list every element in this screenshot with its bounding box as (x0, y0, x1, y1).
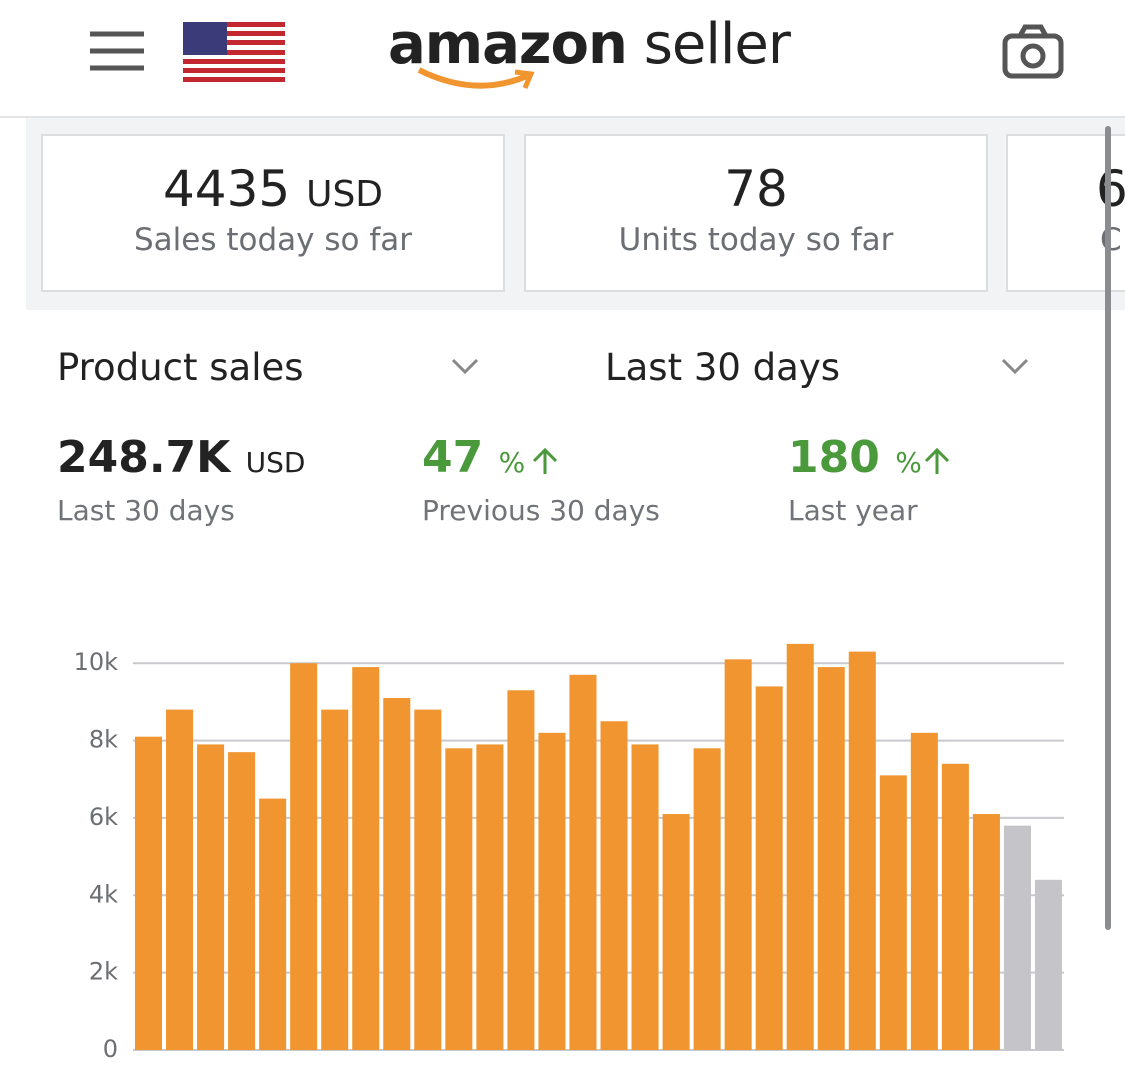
bar (414, 709, 442, 1050)
bar (631, 744, 659, 1050)
bar (352, 667, 380, 1050)
bar (197, 744, 225, 1050)
card-number: 4435 (162, 160, 291, 218)
logo-text: amazon (388, 12, 628, 77)
bar (755, 686, 783, 1050)
metric-dropdown[interactable]: Product sales (57, 346, 304, 389)
bar (538, 732, 566, 1050)
card-unit: USD (306, 174, 384, 215)
y-tick-label: 2k (89, 958, 118, 986)
bar (1034, 879, 1062, 1050)
camera-icon[interactable] (1002, 24, 1064, 80)
summary-number: 47 (422, 432, 484, 483)
up-arrow (532, 447, 558, 474)
bar (476, 744, 504, 1050)
card-label: C (1100, 222, 1125, 258)
y-tick-label: 4k (89, 880, 118, 908)
card-value: 4435 USD (43, 160, 503, 218)
bar (972, 814, 1000, 1050)
logo: amazon seller (388, 12, 791, 77)
bar (166, 709, 194, 1050)
bar (507, 690, 535, 1050)
y-tick-label: 8k (89, 726, 118, 754)
bar (848, 651, 876, 1050)
bar (290, 663, 318, 1050)
summary-number: 180 (788, 432, 880, 483)
card-value: 78 (724, 160, 788, 218)
chevron[interactable] (450, 356, 480, 376)
logo-text: seller (643, 12, 791, 77)
y-tick-label: 6k (89, 803, 118, 831)
summary-value: 47 % (422, 432, 525, 483)
summary-value: 248.7K USD (57, 432, 305, 483)
y-tick-label: 10k (74, 648, 119, 676)
bar (910, 732, 938, 1050)
bar (445, 748, 473, 1050)
bar (600, 721, 628, 1050)
bar (817, 667, 845, 1050)
summary-unit: % (895, 446, 922, 479)
card[interactable]: 4435 USD Sales today so far (41, 134, 505, 292)
bar (569, 674, 597, 1050)
summary-number: 248.7K (57, 432, 231, 483)
summary-label: Last year (788, 494, 918, 527)
y-tick-label: 0 (103, 1035, 118, 1063)
bar (693, 748, 721, 1050)
bar (259, 798, 287, 1050)
bar (786, 643, 814, 1050)
bar (724, 659, 752, 1050)
chart: 0 2k 4k 6k 8k 10k (74, 643, 1064, 1063)
bar (1003, 825, 1031, 1050)
summary-unit: USD (245, 446, 306, 479)
flag-icon[interactable] (183, 22, 285, 82)
summary-unit: % (498, 446, 526, 479)
period-dropdown[interactable]: Last 30 days (605, 346, 841, 389)
up-arrow (924, 447, 950, 474)
logo-smile (417, 67, 535, 89)
bar (879, 775, 907, 1050)
header: amazon seller (0, 0, 1125, 118)
card-label: Units today so far (618, 222, 894, 258)
card[interactable]: 78 Units today so far (524, 134, 988, 292)
bar (383, 698, 411, 1050)
bar (135, 736, 163, 1050)
menu-icon[interactable] (88, 30, 146, 72)
bar (662, 814, 690, 1050)
chevron[interactable] (1000, 356, 1030, 376)
summary-label: Previous 30 days (422, 494, 660, 527)
bar (228, 752, 256, 1050)
summary-value: 180 % (788, 432, 922, 483)
bar (941, 763, 969, 1050)
scrollbar[interactable] (1105, 126, 1111, 930)
summary-label: Last 30 days (57, 494, 235, 527)
card-label: Sales today so far (134, 222, 412, 258)
bar (321, 709, 349, 1050)
